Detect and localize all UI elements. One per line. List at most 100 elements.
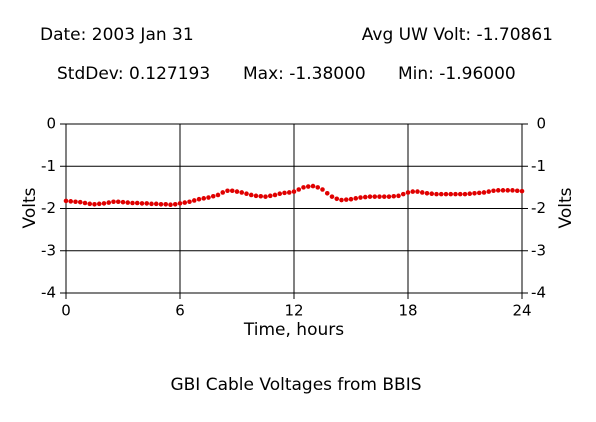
data-point: [491, 188, 496, 194]
data-point: [82, 200, 88, 206]
header-min: Min: -1.96000: [398, 64, 516, 84]
data-point: [187, 199, 192, 205]
data-point: [63, 198, 69, 204]
data-point: [77, 199, 83, 205]
data-point: [168, 202, 173, 207]
data-point: [206, 195, 211, 200]
data-point: [272, 192, 278, 198]
data-point: [234, 189, 240, 194]
data-point: [301, 185, 306, 190]
data-point: [514, 188, 520, 194]
data-point: [253, 193, 259, 199]
data-point: [125, 200, 131, 205]
data-point: [282, 190, 287, 196]
data-point: [410, 189, 416, 194]
chart-title: GBI Cable Voltages from BBIS: [170, 375, 421, 395]
y-axis-label: Volts: [20, 187, 40, 228]
data-point: [415, 189, 420, 194]
y2-tick-label: -1: [531, 157, 546, 175]
data-point: [486, 189, 492, 194]
data-point: [229, 188, 235, 194]
data-point: [353, 196, 359, 201]
data-point: [258, 193, 264, 199]
data-point: [244, 191, 249, 197]
data-point: [391, 193, 397, 199]
data-point: [158, 201, 164, 207]
data-point: [220, 190, 226, 195]
y-tick-label: -4: [41, 284, 56, 302]
data-point: [106, 200, 112, 205]
data-point: [324, 190, 330, 196]
data-point: [296, 187, 302, 192]
data-point: [476, 190, 482, 196]
data-point: [381, 194, 387, 199]
data-point: [386, 194, 392, 199]
data-point: [277, 191, 283, 197]
data-point: [400, 191, 406, 197]
x-axis-label: Time, hours: [243, 320, 344, 340]
data-point: [358, 195, 363, 200]
x-tick-label: 0: [61, 302, 71, 320]
data-point: [348, 196, 354, 202]
data-point: [519, 188, 525, 194]
data-point: [201, 196, 207, 201]
data-point: [377, 194, 382, 199]
data-point: [144, 201, 150, 206]
data-point: [438, 191, 444, 197]
data-point: [196, 196, 202, 202]
x-tick-label: 12: [284, 302, 303, 320]
y2-tick-label: 0: [536, 115, 546, 133]
data-point: [429, 191, 435, 197]
data-point: [149, 201, 154, 207]
data-point: [111, 199, 116, 205]
data-point: [115, 199, 121, 205]
data-point: [343, 197, 349, 202]
y2-axis-label: Volts: [556, 187, 576, 228]
y-tick-label: 0: [46, 115, 56, 133]
data-point: [310, 183, 316, 189]
data-point: [153, 201, 159, 207]
data-point: [210, 193, 216, 199]
data-point: [495, 188, 501, 193]
data-point: [130, 200, 135, 206]
data-point: [291, 189, 297, 194]
data-point: [339, 197, 344, 203]
data-point: [448, 191, 454, 197]
data-point: [396, 193, 401, 199]
data-point: [134, 200, 140, 206]
data-point: [329, 194, 335, 199]
data-point: [191, 198, 197, 203]
data-point: [462, 191, 468, 197]
data-point: [305, 184, 311, 189]
data-point: [472, 190, 477, 196]
header-date: Date: 2003 Jan 31: [40, 25, 194, 45]
data-point: [362, 194, 368, 200]
data-point: [320, 187, 325, 192]
data-point: [120, 199, 126, 205]
data-point: [248, 192, 254, 198]
data-point: [505, 188, 511, 193]
x-tick-label: 24: [512, 302, 531, 320]
data-point: [182, 200, 188, 205]
x-tick-label: 18: [398, 302, 417, 320]
header-max: Max: -1.38000: [243, 64, 366, 84]
data-point: [101, 201, 107, 206]
data-point: [424, 190, 430, 196]
y2-tick-label: -4: [531, 284, 546, 302]
data-point: [453, 191, 458, 197]
data-point: [286, 190, 292, 195]
data-point: [434, 191, 439, 197]
data-point: [405, 190, 411, 195]
data-point: [225, 188, 230, 194]
data-point: [139, 201, 145, 206]
data-point: [163, 201, 169, 207]
data-point: [315, 185, 321, 190]
x-tick-label: 6: [175, 302, 185, 320]
y-tick-label: -2: [41, 199, 56, 217]
data-point: [96, 201, 102, 207]
header-stddev: StdDev: 0.127193: [57, 64, 210, 84]
data-point: [73, 199, 78, 205]
header-avg: Avg UW Volt: -1.70861: [362, 25, 553, 45]
data-point: [239, 190, 245, 195]
data-point: [500, 188, 506, 193]
